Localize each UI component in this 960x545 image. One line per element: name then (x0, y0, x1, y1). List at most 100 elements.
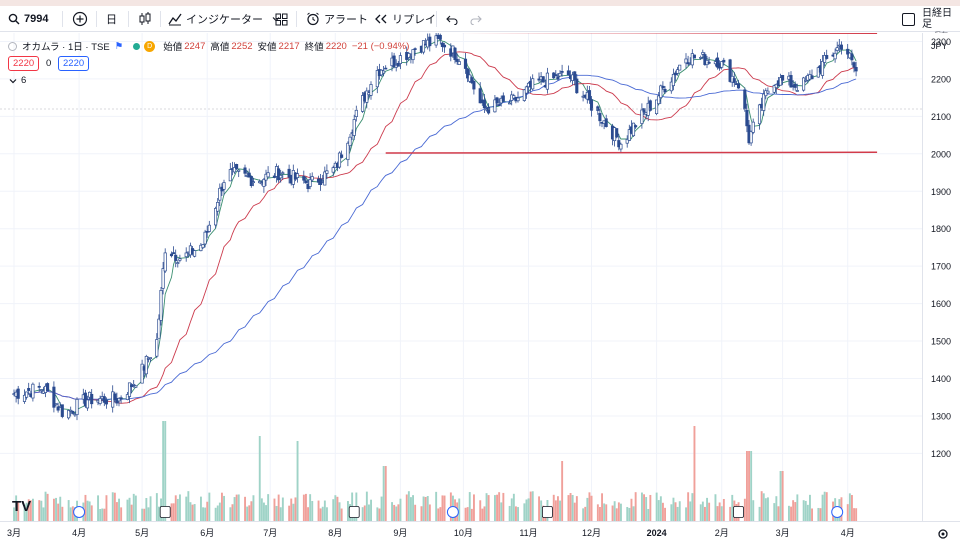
candle-body (75, 398, 79, 416)
candle-body (130, 384, 134, 388)
layouts-button[interactable] (275, 6, 288, 32)
volume-bar (762, 493, 765, 521)
volume-bar (311, 500, 314, 521)
ask-pill[interactable]: 2220 (58, 56, 90, 71)
volume-bar (691, 493, 694, 521)
price-axis[interactable]: JPY 1200 1300 1400 1500 1600 1700 1800 1900 2000… (922, 33, 960, 521)
trendlines[interactable] (385, 33, 878, 154)
volume-bar (143, 508, 146, 521)
indicator-icon (168, 13, 182, 26)
close-value: 2220 (325, 40, 347, 52)
volume-bar (273, 498, 276, 521)
candle-body (90, 393, 94, 405)
volume-bar (281, 497, 284, 521)
candle-body (820, 61, 825, 76)
volume-bar (258, 436, 261, 521)
currency-label: JPY (931, 41, 948, 51)
open-label: 始値 (163, 42, 183, 53)
candle-body (589, 99, 594, 111)
candle-body (850, 53, 854, 61)
candle-body (669, 81, 673, 92)
volume-bar (582, 508, 585, 521)
interval-button[interactable]: 日 (106, 6, 117, 32)
candle-body (258, 181, 262, 184)
price-tick-label: 1600 (931, 299, 951, 309)
volume-bar (634, 492, 637, 521)
chart-type-button[interactable] (138, 6, 152, 32)
volume-bar (426, 496, 429, 521)
settings-gear-icon[interactable] (936, 527, 950, 541)
volume-bar (420, 506, 423, 521)
candle-body (249, 175, 253, 186)
volume-bar (437, 508, 440, 521)
volume-bar (767, 497, 769, 521)
time-axis[interactable]: 3月 4月 5月 6月 7月 8月 9月 10月 11月 12月 2024 2月 3月 4月 (0, 521, 960, 545)
volume-bar (319, 508, 322, 521)
toolbar: 7994 日 インジケーター アラート リプレイ 日経日足 保存 (0, 6, 960, 39)
candle-body (67, 410, 71, 419)
candle-body (707, 61, 711, 64)
indicators-count: 6 (21, 75, 27, 86)
volume-bar (846, 504, 849, 521)
volume-bar (590, 495, 593, 521)
volume-bar (118, 498, 120, 521)
high-value: 2252 (231, 40, 253, 52)
volume-bar (141, 508, 144, 521)
symbol-search[interactable]: 7994 (8, 6, 48, 32)
volume-bar (380, 496, 383, 521)
volume-bar (370, 499, 372, 521)
candle-body (52, 386, 56, 408)
candle-body (174, 254, 178, 261)
candle-body (323, 171, 327, 186)
volume-bar (193, 504, 196, 521)
volume-bar (817, 507, 820, 521)
alert-button[interactable]: アラート (306, 6, 368, 32)
candle-body (642, 108, 646, 113)
volume-bar (645, 497, 648, 521)
volume-bar (317, 500, 320, 521)
candle-body (671, 73, 675, 87)
candle-body (396, 62, 400, 67)
candle-body (839, 44, 843, 50)
candle-body (835, 47, 839, 51)
volume-bar (586, 497, 589, 521)
price-tick-label: 2300 (931, 37, 951, 47)
volume-bar (361, 507, 364, 521)
replay-button[interactable]: リプレイ (374, 6, 436, 32)
compare-button[interactable] (72, 6, 88, 32)
indicators-collapse-button[interactable]: 6 (8, 75, 26, 86)
earnings-marker-icon (159, 506, 171, 518)
candle-body (54, 403, 58, 405)
volume-bar (288, 505, 291, 521)
time-tick-label: 3月 (776, 528, 790, 538)
volume-bar (103, 508, 106, 521)
candle-body (793, 83, 797, 88)
candle-body (134, 385, 138, 388)
volume-bar (164, 421, 167, 521)
save-checkbox[interactable] (902, 6, 915, 32)
toolbar-divider (160, 11, 161, 27)
bid-pill[interactable]: 2220 (8, 56, 40, 71)
undo-button[interactable] (446, 6, 458, 32)
indicators-button[interactable]: インジケーター (168, 6, 281, 32)
volume-bar (479, 500, 482, 521)
price-chart[interactable]: TV (0, 33, 922, 521)
volume-bar (628, 507, 631, 521)
volume-bar (296, 441, 299, 521)
candle-body (648, 100, 652, 111)
volume-bar (657, 500, 660, 521)
volume-bar (540, 500, 543, 521)
candle-body (148, 357, 153, 359)
volume-bar (15, 495, 18, 521)
candle-body (125, 394, 129, 400)
volume-bar (158, 506, 160, 521)
legend-symbol-name[interactable]: オカムラ · 1日 · TSE (22, 42, 110, 53)
candle-body (237, 169, 241, 172)
volume-bar (422, 496, 425, 521)
price-tick-label: 1700 (931, 262, 951, 272)
market-status-icon (133, 42, 141, 50)
candle-body (304, 180, 308, 184)
candles-icon (139, 12, 151, 25)
redo-button[interactable] (470, 6, 482, 32)
volume-bar (382, 466, 385, 521)
